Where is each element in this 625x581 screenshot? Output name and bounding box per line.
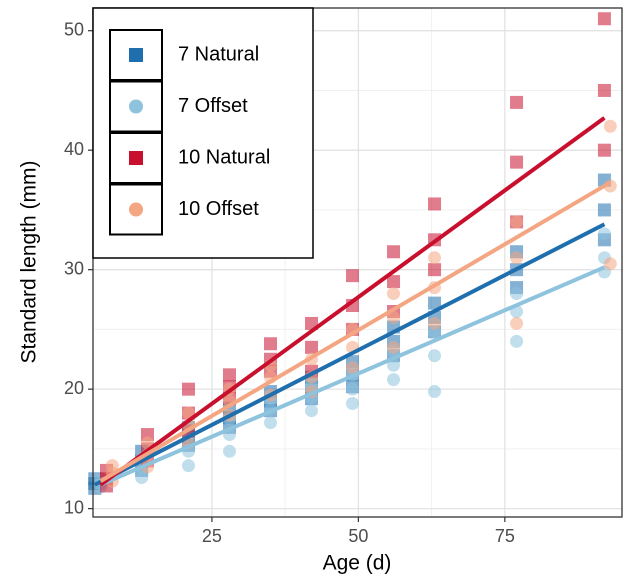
y-tick-label: 20: [64, 378, 84, 398]
point: [222, 444, 236, 458]
point: [387, 245, 401, 259]
point: [387, 340, 401, 354]
legend-label: 10 Offset: [178, 198, 259, 220]
point: [428, 316, 442, 330]
point: [181, 459, 195, 473]
point: [428, 385, 442, 399]
point: [603, 257, 617, 271]
point: [387, 287, 401, 301]
legend-label: 7 Offset: [178, 95, 248, 117]
point: [264, 337, 278, 351]
legend-label: 10 Natural: [178, 146, 270, 168]
point: [346, 361, 360, 375]
point: [346, 396, 360, 410]
fit-line: [99, 180, 612, 483]
legend-marker: [129, 99, 143, 114]
point: [428, 251, 442, 265]
point: [510, 316, 524, 330]
point: [510, 251, 524, 265]
point: [105, 459, 119, 473]
point: [346, 269, 360, 283]
point: [597, 203, 611, 217]
legend-marker: [129, 202, 143, 217]
point: [597, 12, 611, 26]
fit-line: [99, 265, 606, 487]
point: [597, 227, 611, 241]
point: [510, 334, 524, 348]
legend-marker: [129, 151, 143, 165]
fit-line: [99, 116, 606, 487]
point: [428, 296, 442, 310]
point: [135, 471, 149, 485]
x-axis-title: Age (d): [323, 552, 392, 575]
series: [94, 227, 611, 494]
point: [428, 263, 442, 277]
point: [428, 349, 442, 363]
y-axis-title: Standard length (mm): [18, 160, 41, 363]
y-tick-label: 40: [64, 139, 84, 159]
point: [305, 404, 319, 418]
y-tick-label: 10: [64, 497, 84, 517]
point: [603, 119, 617, 133]
point: [387, 310, 401, 324]
point: [428, 197, 442, 211]
point: [264, 416, 278, 430]
point: [387, 275, 401, 289]
point: [305, 340, 319, 354]
point: [510, 287, 524, 301]
x-tick-label: 50: [348, 526, 368, 546]
point: [181, 382, 195, 396]
point: [510, 95, 524, 109]
legend-label: 7 Natural: [178, 43, 259, 65]
legend-marker: [129, 48, 143, 62]
point: [222, 368, 236, 382]
point: [597, 83, 611, 97]
point: [387, 373, 401, 387]
y-tick-label: 30: [64, 258, 84, 278]
point: [597, 143, 611, 157]
point: [510, 155, 524, 169]
legend: 7 Natural 7 Offset 10 Natural 10 Offset: [92, 7, 314, 259]
x-tick-label: 25: [202, 526, 222, 546]
y-tick-label: 50: [64, 19, 84, 39]
x-tick-label: 75: [495, 526, 515, 546]
fit-line: [93, 222, 606, 487]
panel-border: [92, 7, 623, 518]
point: [510, 215, 524, 229]
point: [387, 358, 401, 372]
point: [346, 382, 360, 396]
